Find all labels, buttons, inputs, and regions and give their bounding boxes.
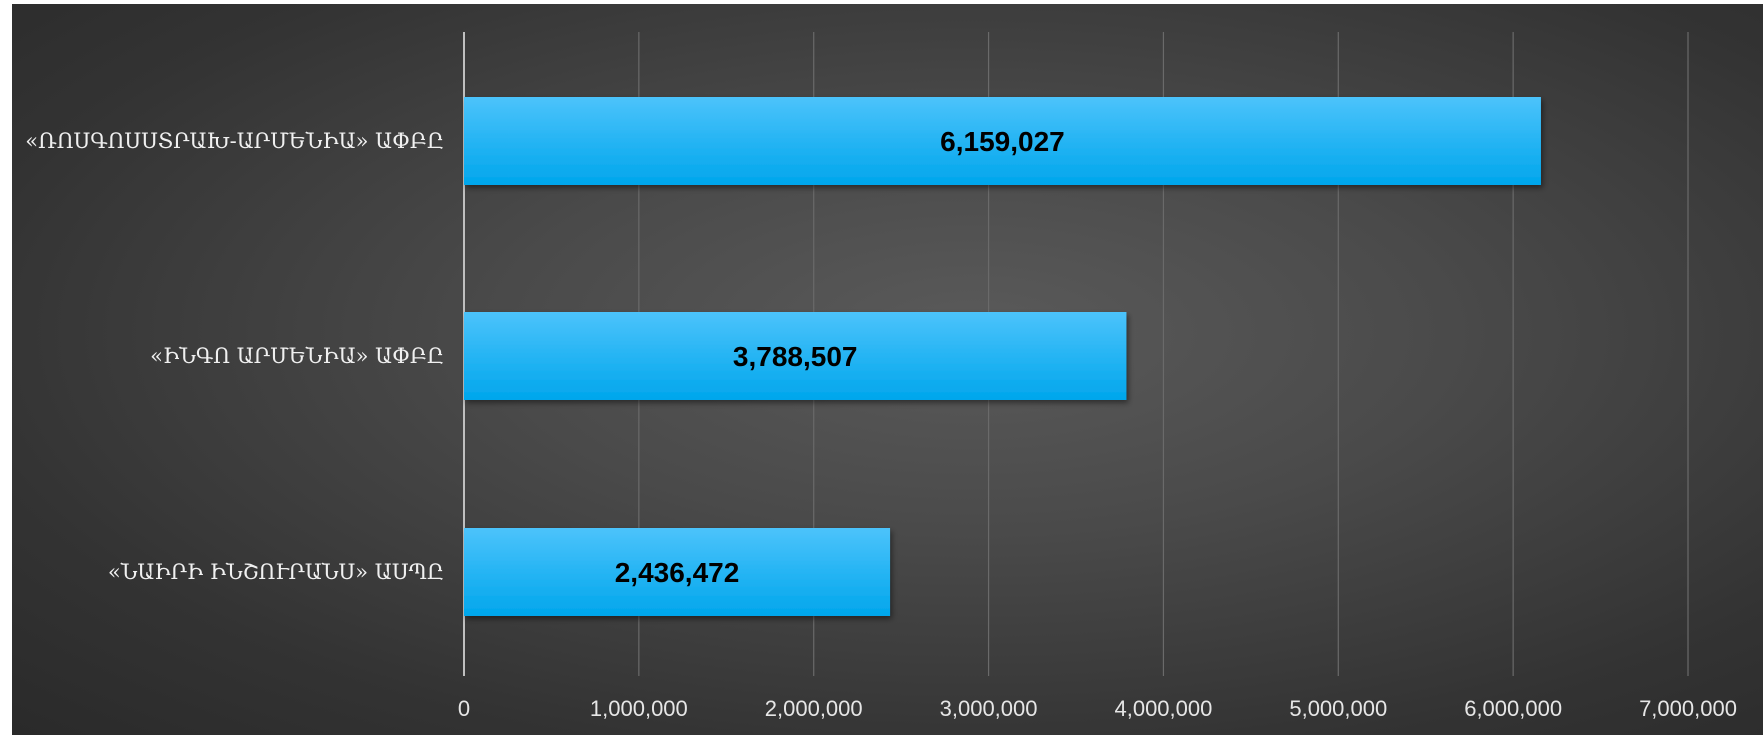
x-tick-label: 4,000,000: [1114, 696, 1212, 721]
bar: [464, 312, 1127, 400]
x-tick-labels: 0 1,000,000 2,000,000 3,000,000 4,000,000 5,0…: [458, 696, 1737, 721]
x-tick-label: 6,000,000: [1464, 696, 1562, 721]
x-tick-label: 5,000,000: [1289, 696, 1387, 721]
category-label: «ՌՈՍԳՈՍՍՏՐԱԽ-ԱՐՄԵՆԻԱ» ԱՓԲԸ: [25, 129, 444, 153]
bar: [464, 97, 1541, 185]
bars: [464, 97, 1541, 616]
category-labels: «ՌՈՍԳՈՍՍՏՐԱԽ-ԱՐՄԵՆԻԱ» ԱՓԲԸ «ԻՆԳՈ ԱՐՄԵՆԻԱ»…: [25, 129, 444, 584]
x-tick-label: 0: [458, 696, 470, 721]
x-tick-label: 3,000,000: [940, 696, 1038, 721]
x-tick-label: 7,000,000: [1639, 696, 1737, 721]
category-label: «ՆԱԻՐԻ ԻՆՇՈՒՐԱՆՍ» ԱՍՊԸ: [108, 560, 444, 584]
x-tick-label: 2,000,000: [765, 696, 863, 721]
data-label: 3,788,507: [733, 341, 858, 372]
x-tick-label: 1,000,000: [590, 696, 688, 721]
bar-chart: 6,159,027 3,788,507 2,436,472 «ՌՈՍԳՈՍՍՏՐԱԽ…: [25, 32, 1737, 721]
bar: [464, 528, 891, 616]
category-label: «ԻՆԳՈ ԱՐՄԵՆԻԱ» ԱՓԲԸ: [150, 344, 444, 368]
data-label: 2,436,472: [615, 557, 740, 588]
data-labels: 6,159,027 3,788,507 2,436,472: [615, 126, 1065, 588]
data-label: 6,159,027: [940, 126, 1065, 157]
chart-container: 6,159,027 3,788,507 2,436,472 «ՌՈՍԳՈՍՍՏՐԱԽ…: [12, 4, 1763, 735]
